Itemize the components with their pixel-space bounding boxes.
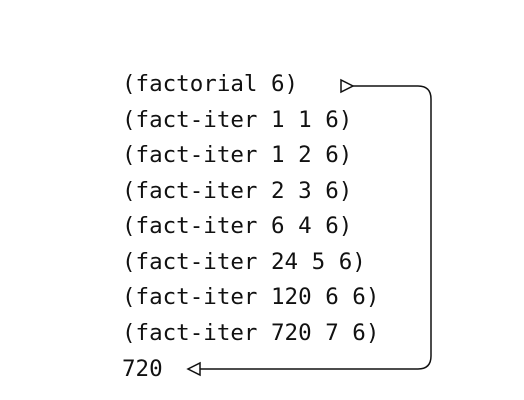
start-arrowhead-icon [340,78,355,94]
trace-line-factorial-call: (factorial 6) [122,71,299,97]
end-arrowhead-icon [186,361,201,377]
trace-line-fact-iter-1: (fact-iter 1 1 6) [122,107,353,133]
trace-line-fact-iter-3: (fact-iter 2 3 6) [122,178,353,204]
trace-line-fact-iter-4: (fact-iter 6 4 6) [122,213,353,239]
trace-line-fact-iter-6: (fact-iter 120 6 6) [122,284,380,310]
trace-line-fact-iter-2: (fact-iter 1 2 6) [122,142,353,168]
trace-line-fact-iter-5: (fact-iter 24 5 6) [122,249,366,275]
trace-line-result: 720 [122,356,163,382]
trace-line-fact-iter-7: (fact-iter 720 7 6) [122,320,380,346]
